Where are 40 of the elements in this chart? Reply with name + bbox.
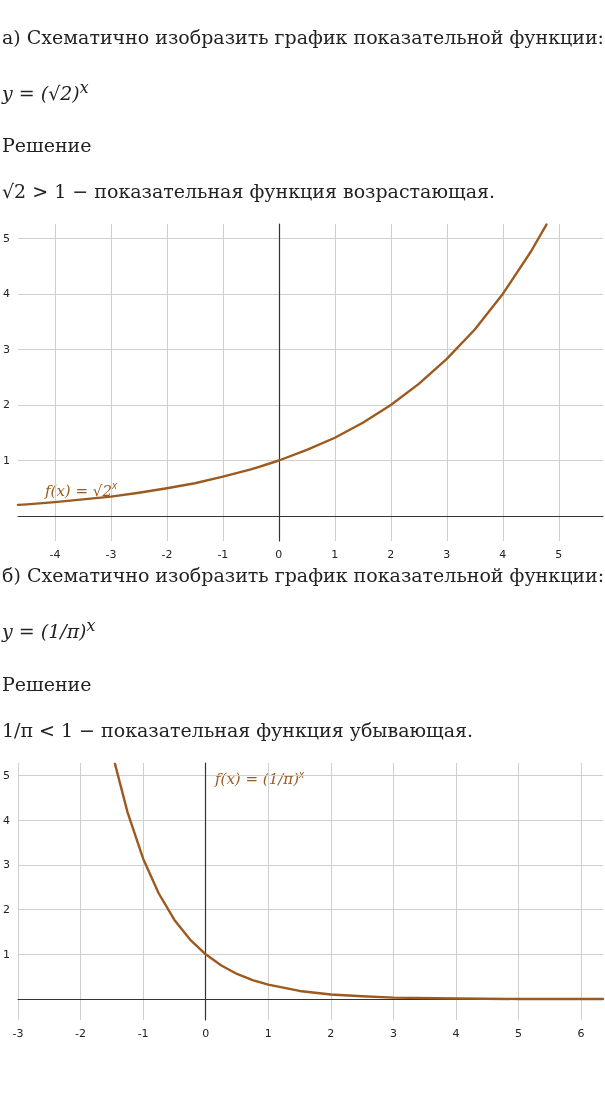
text: Решение <box>2 672 93 695</box>
x-tick-label: -1 <box>137 1026 149 1040</box>
y-tick-label: 1 <box>3 947 10 961</box>
x-tick-label: 4 <box>452 1026 460 1040</box>
text: 1/π < 1 − показательная функция убывающая. <box>2 718 475 741</box>
y-tick-label: 5 <box>3 768 10 782</box>
x-tick-label: 6 <box>577 1026 585 1040</box>
x-tick-label: -3 <box>12 1026 24 1040</box>
x-tick-label: 3 <box>389 1026 397 1040</box>
x-tick-label: 0 <box>202 1026 210 1040</box>
chart-title: а) Схематично изобразить график показательной функции: <box>2 25 605 48</box>
x-tick-label: 5 <box>555 548 563 562</box>
x-tick-label: 5 <box>515 1026 523 1040</box>
y-tick-label: 5 <box>3 232 10 246</box>
x-tick-label: -2 <box>161 548 173 562</box>
y-tick-label: 2 <box>3 902 10 916</box>
y-tick-label: 1 <box>3 454 10 468</box>
y-tick-label: 4 <box>3 287 10 301</box>
line-series <box>16 223 548 507</box>
x-tick-label: -2 <box>75 1026 87 1040</box>
x-tick-label: 1 <box>331 548 339 562</box>
chart-title: б) Схематично изобразить график показательной функции: <box>2 563 605 587</box>
x-tick-label: 2 <box>387 548 395 562</box>
x-tick-label: -1 <box>217 548 229 562</box>
x-tick-label: 1 <box>264 1026 272 1040</box>
x-tick-label: 3 <box>443 548 451 562</box>
x-tick-label: 4 <box>499 548 507 562</box>
text: Решение <box>2 134 93 157</box>
y-tick-label: 2 <box>3 398 10 412</box>
line-series <box>113 762 605 1000</box>
x-tick-label: 0 <box>275 548 283 562</box>
y-tick-label: 3 <box>3 858 10 872</box>
y-tick-label: 4 <box>3 813 10 827</box>
x-tick-label: -4 <box>49 548 61 562</box>
y-tick-label: 3 <box>3 343 10 357</box>
x-tick-label: -3 <box>105 548 117 562</box>
x-tick-label: 2 <box>327 1026 335 1040</box>
chart-subtitle: y = (1/π)$^{x}$ <box>2 616 97 643</box>
text: √2 > 1 − показательная функция возрастающая. <box>2 180 496 203</box>
chart-subtitle: y = (√2)$^{x}$ <box>2 78 90 105</box>
